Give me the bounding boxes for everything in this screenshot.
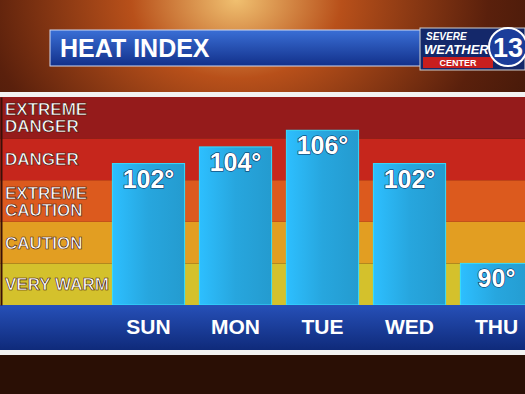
band-label-line: VERY WARM	[5, 275, 109, 294]
band-label-line: DANGER	[5, 117, 79, 136]
y-axis	[1, 98, 2, 306]
title-banner	[50, 30, 430, 66]
data-label: 102°	[384, 165, 436, 193]
band-label: CAUTION	[5, 234, 82, 253]
logo: SEVEREWEATHERCENTER 13	[420, 28, 525, 70]
x-tick-label: WED	[385, 315, 434, 338]
x-tick: TUE	[302, 305, 344, 338]
band-label: VERY WARM	[5, 275, 109, 294]
x-tick-label: TUE	[302, 315, 344, 338]
data-label: 90°	[478, 264, 516, 292]
logo-text: 13	[493, 33, 523, 63]
logo-text: WEATHER	[424, 42, 489, 57]
bar	[460, 263, 525, 305]
x-tick: THU	[475, 305, 518, 338]
band-label-line: DANGER	[5, 150, 79, 169]
x-tick-label: SUN	[126, 315, 170, 338]
x-tick-label: THU	[475, 315, 518, 338]
x-tick: MON	[211, 305, 260, 338]
labels: VERY WARMCAUTIONEXTREMECAUTIONDANGEREXTR…	[5, 100, 515, 294]
y-axis-line	[1, 98, 3, 306]
x-tick-label: MON	[211, 315, 260, 338]
logo-text: CENTER	[439, 58, 477, 68]
band-label-line: CAUTION	[5, 201, 82, 220]
bar	[286, 130, 358, 305]
band-label: EXTREMEDANGER	[5, 100, 87, 136]
bar	[112, 164, 184, 305]
logo-strip	[423, 57, 493, 68]
bar	[199, 147, 271, 305]
chart: VERY WARMCAUTIONEXTREMECAUTIONDANGEREXTR…	[0, 0, 525, 394]
x-axis-line	[106, 305, 525, 306]
data-label: 106°	[297, 131, 349, 159]
frame-bottom	[0, 350, 525, 355]
data-label: 102°	[123, 165, 175, 193]
band-label: DANGER	[5, 150, 79, 169]
title: HEAT INDEX	[60, 34, 210, 62]
x-tick: SUN	[126, 305, 170, 338]
band-label-line: CAUTION	[5, 234, 82, 253]
frame-top	[0, 92, 525, 97]
x-tick: WED	[385, 305, 434, 338]
band	[0, 97, 525, 139]
plot-area	[0, 97, 525, 305]
band-label: EXTREMECAUTION	[5, 184, 87, 220]
x-axis: SUN MON TUE WED THU	[106, 305, 525, 338]
bar	[373, 164, 445, 305]
background	[0, 0, 525, 394]
logo-circle	[489, 28, 525, 66]
data-label: 104°	[210, 148, 262, 176]
category-strip	[0, 305, 525, 350]
logo-text: SEVERE	[426, 31, 467, 42]
